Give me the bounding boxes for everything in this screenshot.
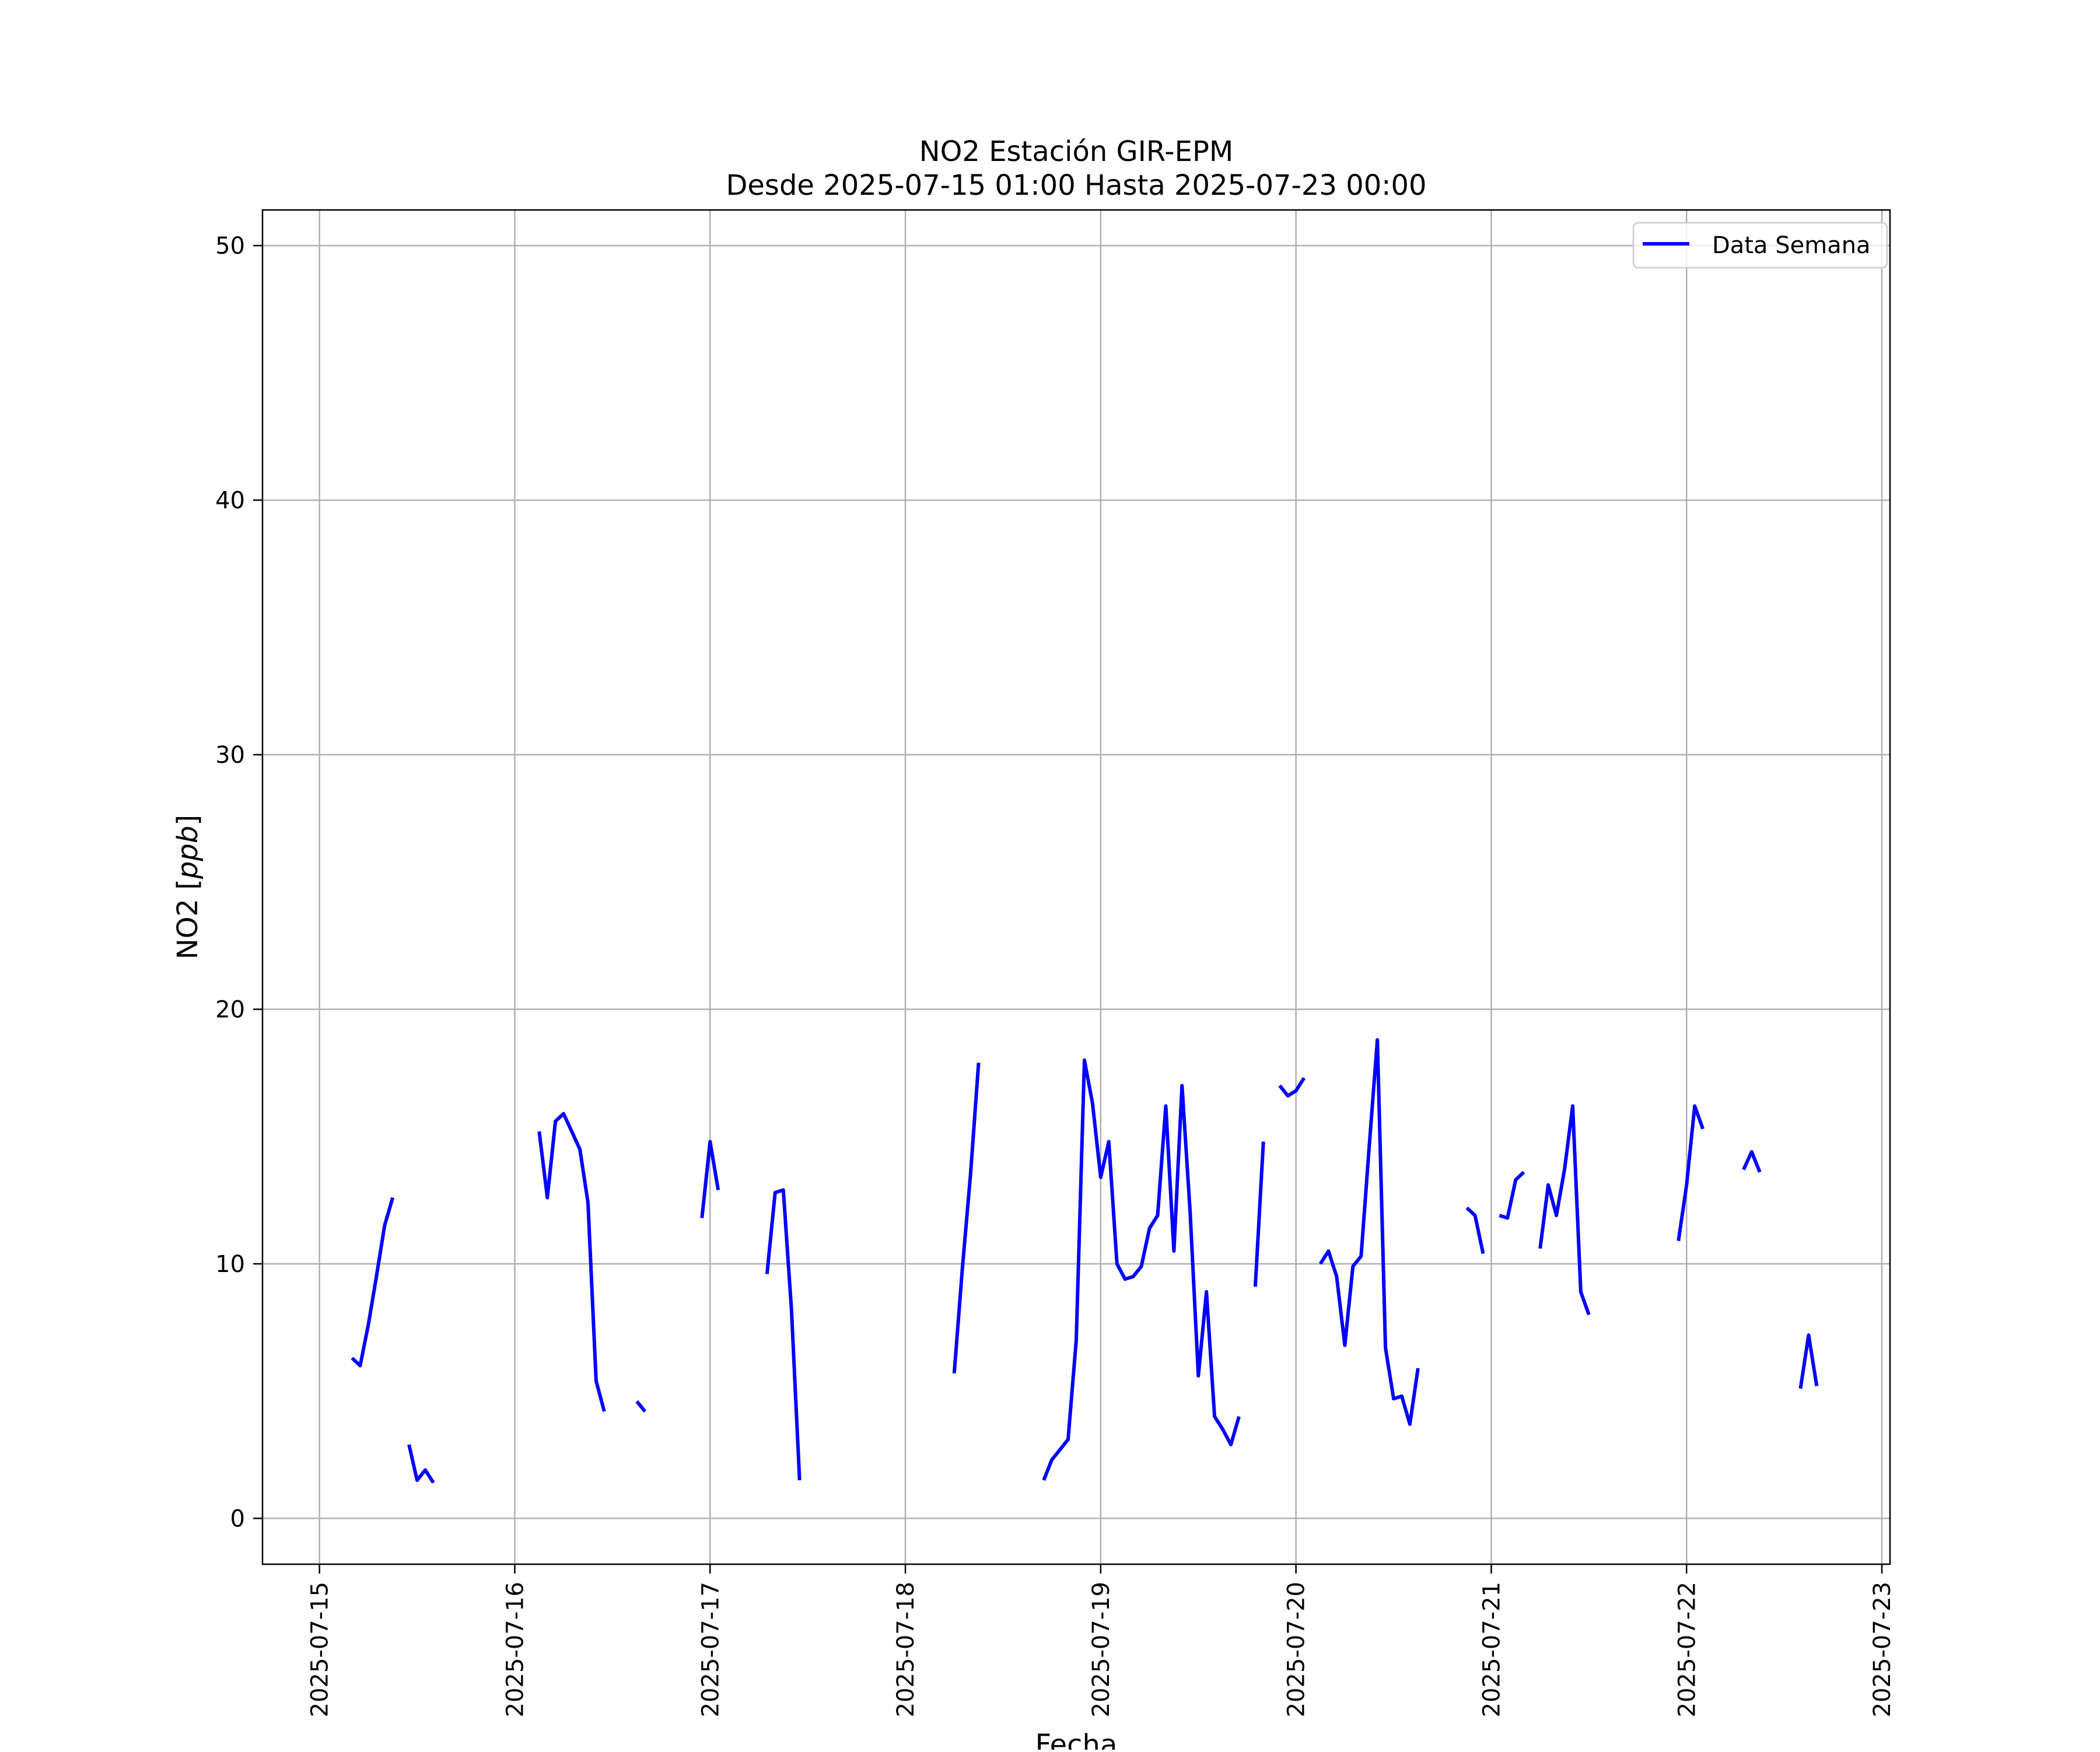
- series-0-segment-13: [1538, 1104, 1591, 1316]
- y-axis-label: NO2 [ppb]: [172, 815, 204, 959]
- x-tick-label-2: 2025-07-17: [697, 1582, 724, 1717]
- series-0-segment-14: [1676, 1104, 1705, 1242]
- x-tick-label-8: 2025-07-23: [1869, 1582, 1896, 1717]
- y-tick-label-0: 0: [230, 1505, 245, 1532]
- series-0-segment-0: [351, 1197, 395, 1368]
- series-0-segment-8: [1253, 1141, 1265, 1287]
- series-0-segment-7: [1042, 1058, 1241, 1481]
- series-0-segment-1: [407, 1444, 435, 1484]
- x-tick-label-7: 2025-07-22: [1674, 1582, 1700, 1717]
- x-tick-label-4: 2025-07-19: [1088, 1582, 1115, 1717]
- series-0-segment-3: [635, 1400, 647, 1413]
- series-0-segment-9: [1278, 1077, 1306, 1098]
- grid-lines: [262, 210, 1890, 1564]
- series-0-segment-16: [1798, 1333, 1819, 1389]
- series-0-segment-6: [952, 1062, 981, 1373]
- x-tick-label-0: 2025-07-15: [307, 1582, 334, 1717]
- legend-label-data-semana: Data Semana: [1712, 232, 1871, 259]
- series-0-segment-10: [1318, 1038, 1420, 1426]
- chart-title: NO2 Estación GIR-EPM: [919, 135, 1234, 168]
- y-tick-label-1: 10: [215, 1251, 245, 1278]
- series-0-segment-2: [537, 1112, 606, 1412]
- series-0-segment-12: [1499, 1171, 1525, 1220]
- series-0-segment-5: [765, 1188, 802, 1481]
- y-tick-label-5: 50: [215, 233, 245, 260]
- series-0-segment-4: [700, 1140, 720, 1218]
- x-tick-label-1: 2025-07-16: [502, 1582, 528, 1717]
- chart-subtitle: Desde 2025-07-15 01:00 Hasta 2025-07-23 …: [726, 169, 1426, 202]
- series-0-segment-15: [1742, 1150, 1762, 1173]
- y-tick-label-4: 40: [215, 488, 245, 514]
- legend-box: [1632, 222, 1888, 269]
- y-tick-label-3: 30: [215, 742, 245, 769]
- legend: Data Semana: [1632, 222, 1888, 269]
- x-tick-label-3: 2025-07-18: [892, 1582, 919, 1717]
- x-tick-label-5: 2025-07-20: [1283, 1582, 1310, 1717]
- y-axis-label-suffix: ]: [172, 815, 204, 826]
- x-axis-label: Fecha: [1035, 1729, 1118, 1750]
- y-tick-label-2: 20: [215, 997, 245, 1024]
- series-data-semana: [351, 1038, 1819, 1484]
- y-axis-ticks: 0 10 20 30 40 50: [215, 233, 262, 1532]
- plot-frame: [261, 209, 1891, 1565]
- y-axis-label-unit: ppb: [172, 826, 204, 879]
- x-axis-ticks: 2025-07-15 2025-07-16 2025-07-17 2025-07-18…: [307, 1564, 1896, 1717]
- x-tick-label-6: 2025-07-21: [1478, 1582, 1505, 1717]
- y-axis-label-prefix: NO2 [: [172, 879, 204, 959]
- series-0-segment-11: [1465, 1206, 1485, 1255]
